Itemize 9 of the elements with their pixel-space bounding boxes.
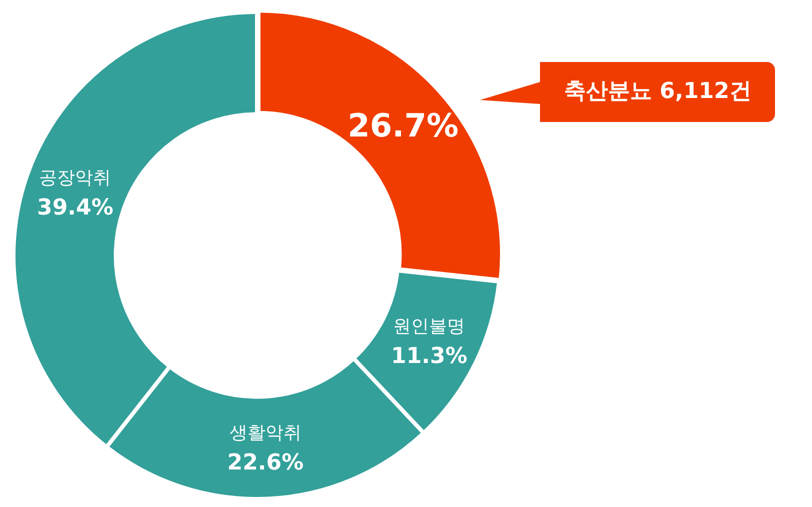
callout-box: 축산분뇨 6,112건 <box>480 62 776 122</box>
slice-label: 축산분뇨 <box>564 79 652 104</box>
data-label: 11.3% <box>391 344 468 369</box>
slice-label: 생활악취 <box>229 422 302 444</box>
data-label: 26.7% <box>348 106 459 145</box>
data-label: 39.4% <box>37 195 114 220</box>
data-label: 22.6% <box>227 450 304 476</box>
slice-label: 원인불명 <box>393 316 466 337</box>
slice-label: 공장악취 <box>39 167 112 188</box>
